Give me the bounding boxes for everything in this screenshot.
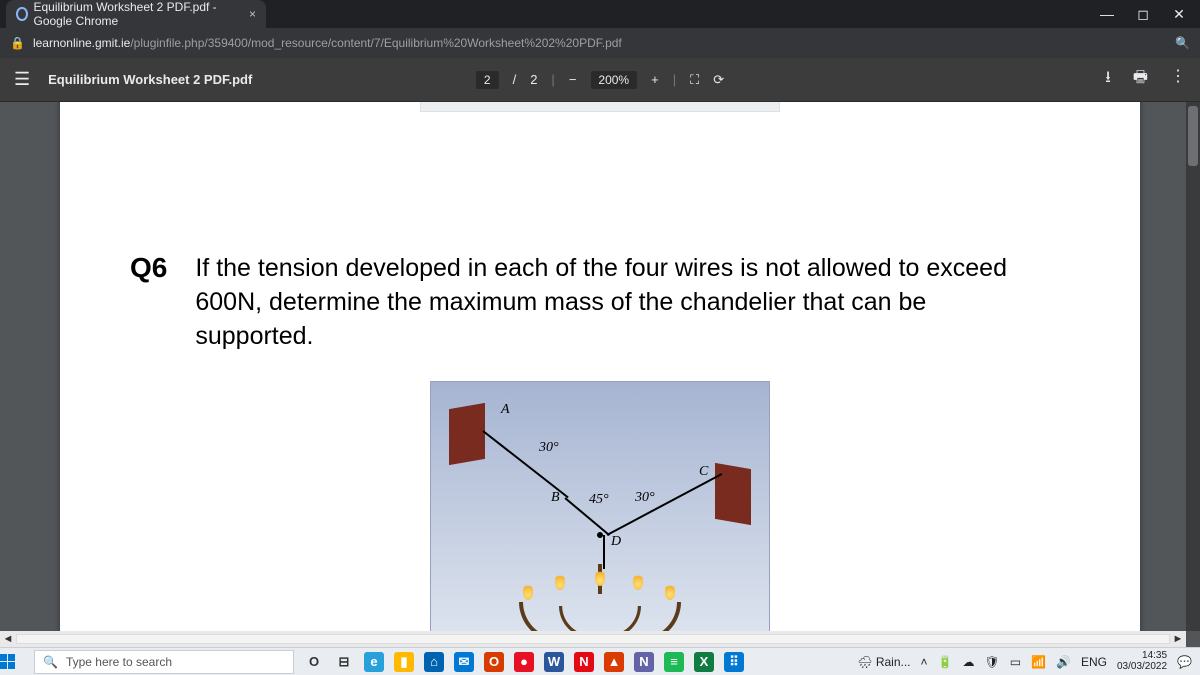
page-number-input[interactable]: 2 <box>476 71 499 89</box>
zoom-out-button[interactable]: − <box>569 72 577 87</box>
url-display[interactable]: learnonline.gmit.ie/pluginfile.php/35940… <box>33 36 622 50</box>
question-block: Q6 If the tension developed in each of t… <box>130 252 1070 353</box>
pdf-page: Q6 If the tension developed in each of t… <box>60 102 1140 647</box>
taskbar-app[interactable]: X <box>694 652 714 672</box>
window-minimize-icon[interactable]: ― <box>1098 6 1116 23</box>
angle-left: 45° <box>589 492 609 508</box>
taskbar-app[interactable]: O <box>484 652 504 672</box>
page-total: 2 <box>530 72 537 87</box>
browser-tab[interactable]: Equilibrium Worksheet 2 PDF.pdf - Google… <box>6 0 266 28</box>
taskbar-app[interactable]: W <box>544 652 564 672</box>
tab-close-icon[interactable]: × <box>249 7 256 21</box>
label-A: A <box>501 402 510 418</box>
security-icon[interactable]: 🛡 <box>984 655 999 669</box>
download-icon[interactable]: ⭳ <box>1105 66 1111 93</box>
rotate-icon[interactable]: ⟳ <box>713 72 724 88</box>
label-D: D <box>611 534 621 550</box>
chrome-favicon-icon <box>16 7 28 21</box>
zoom-level[interactable]: 200% <box>590 71 637 89</box>
pdf-toolbar: ☰ Equilibrium Worksheet 2 PDF.pdf 2 / 2 … <box>0 58 1200 102</box>
battery-icon[interactable]: 🔋 <box>938 655 953 669</box>
zoom-in-button[interactable]: + <box>651 72 659 87</box>
toolbar-divider: | <box>673 72 676 87</box>
window-maximize-icon[interactable]: ◻ <box>1134 6 1152 23</box>
window-close-icon[interactable]: ✕ <box>1170 6 1188 23</box>
chevron-up-icon[interactable]: ˄ <box>921 655 928 669</box>
menu-icon[interactable]: ☰ <box>14 69 30 90</box>
taskbar-app[interactable]: ▲ <box>604 652 624 672</box>
taskbar-app[interactable]: ⌂ <box>424 652 444 672</box>
more-icon[interactable]: ⋮ <box>1170 66 1186 93</box>
taskbar-app[interactable]: ● <box>514 652 534 672</box>
taskbar-app[interactable]: O <box>304 652 324 672</box>
notifications-icon[interactable]: 💬 <box>1177 655 1192 669</box>
clock-time: 14:35 <box>1117 651 1167 662</box>
taskbar-app[interactable]: N <box>574 652 594 672</box>
taskbar-search[interactable]: 🔍 Type here to search <box>34 650 294 674</box>
search-icon: 🔍 <box>43 655 58 669</box>
wifi-icon[interactable]: 📶 <box>1031 655 1046 669</box>
taskbar-app[interactable]: ▮ <box>394 652 414 672</box>
lock-icon[interactable]: 🔒 <box>10 36 25 50</box>
start-button[interactable] <box>0 654 34 669</box>
horizontal-scrollbar[interactable]: ◄ ► <box>0 631 1186 647</box>
pdf-toolbar-center: 2 / 2 | − 200% + | ⛶ ⟳ <box>476 71 724 89</box>
pdf-title: Equilibrium Worksheet 2 PDF.pdf <box>48 72 252 87</box>
taskbar-clock[interactable]: 14:35 03/03/2022 <box>1117 651 1167 672</box>
angle-right: 30° <box>635 490 655 506</box>
scroll-right-icon[interactable]: ► <box>1170 633 1186 645</box>
vertical-scrollbar[interactable] <box>1186 102 1200 631</box>
taskbar-apps: O⊟e▮⌂✉O●WN▲N≡X⠿ <box>304 652 744 672</box>
system-tray: 🌧 Rain... ˄ 🔋 ☁ 🛡 ▭ 📶 🔊 ENG 14:35 03/03/… <box>857 651 1200 672</box>
taskbar-app[interactable]: e <box>364 652 384 672</box>
toolbar-divider: | <box>551 72 554 87</box>
url-host: learnonline.gmit.ie <box>33 36 130 50</box>
search-placeholder: Type here to search <box>66 655 172 669</box>
windows-logo-icon <box>0 654 34 669</box>
weather-widget[interactable]: 🌧 Rain... <box>857 655 910 669</box>
label-B: B <box>551 490 560 506</box>
print-icon[interactable]: 🖶 <box>1133 66 1148 93</box>
fit-page-icon[interactable]: ⛶ <box>690 72 699 88</box>
taskbar-app[interactable]: ⠿ <box>724 652 744 672</box>
window-controls: ― ◻ ✕ <box>1098 6 1200 23</box>
volume-icon[interactable]: 🔊 <box>1056 655 1071 669</box>
scroll-left-icon[interactable]: ◄ <box>0 633 16 645</box>
taskbar-app[interactable]: ⊟ <box>334 652 354 672</box>
taskbar-app[interactable]: ≡ <box>664 652 684 672</box>
page-sep: / <box>513 72 517 87</box>
pdf-viewport[interactable]: Q6 If the tension developed in each of t… <box>0 102 1200 647</box>
taskbar-app[interactable]: N <box>634 652 654 672</box>
cloud-icon[interactable]: ☁ <box>962 655 974 669</box>
chrome-addressbar: 🔒 learnonline.gmit.ie/pluginfile.php/359… <box>0 28 1200 58</box>
windows-taskbar: 🔍 Type here to search O⊟e▮⌂✉O●WN▲N≡X⠿ 🌧 … <box>0 647 1200 675</box>
wall-left <box>449 403 485 465</box>
taskbar-app[interactable]: ✉ <box>454 652 474 672</box>
tab-title: Equilibrium Worksheet 2 PDF.pdf - Google… <box>34 0 237 28</box>
url-path: /pluginfile.php/359400/mod_resource/cont… <box>130 36 621 50</box>
scroll-track[interactable] <box>16 634 1170 644</box>
previous-figure-stub <box>420 102 780 112</box>
zoom-indicator-icon[interactable]: 🔍 <box>1175 36 1190 50</box>
wire-DC <box>607 473 723 536</box>
figure: A B C D 30° 45° 30° <box>430 381 770 647</box>
display-icon[interactable]: ▭ <box>1010 655 1021 669</box>
question-text: If the tension developed in each of the … <box>195 252 1015 353</box>
question-number: Q6 <box>130 252 167 353</box>
label-C: C <box>699 464 708 480</box>
angle-top: 30° <box>539 440 559 456</box>
hook-point <box>597 532 603 538</box>
language-indicator[interactable]: ENG <box>1081 655 1107 669</box>
chrome-titlebar: Equilibrium Worksheet 2 PDF.pdf - Google… <box>0 0 1200 28</box>
clock-date: 03/03/2022 <box>1117 662 1167 673</box>
